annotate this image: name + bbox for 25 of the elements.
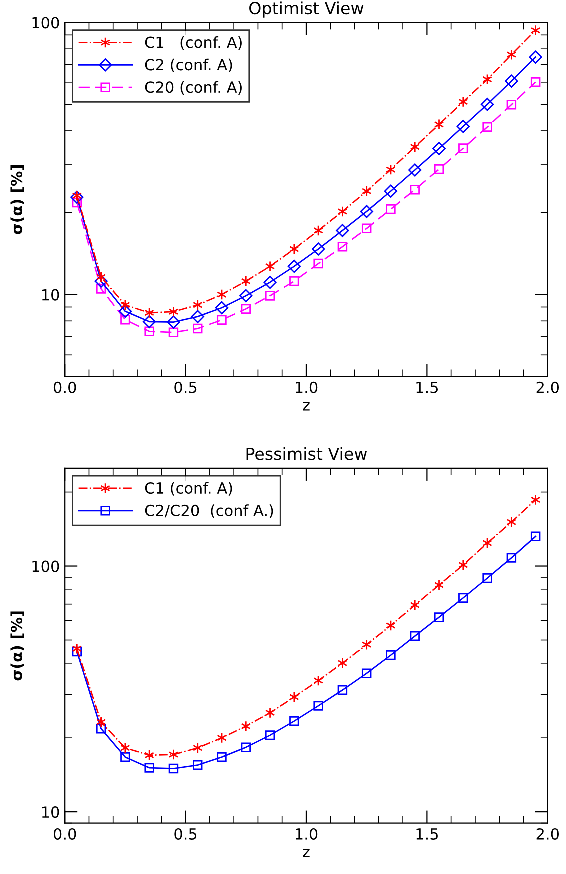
legend-label: C1 (conf. A) [145, 482, 232, 496]
x-tick-label: 1.0 [296, 828, 318, 840]
x-tick-label: 1.5 [416, 828, 438, 840]
x-tick-label: 2.0 [536, 828, 560, 840]
x-tick-label: 0.0 [54, 382, 76, 394]
legend-label: C1 (conf. A) [145, 36, 242, 50]
x-axis-title: z [303, 402, 310, 411]
y-tick-label: 10 [42, 289, 60, 301]
x-tick-label: 1.5 [416, 382, 438, 394]
x-tick-label: 2.0 [536, 382, 560, 394]
x-tick-label: 1.0 [296, 382, 318, 394]
legend-label: C2/C20 (conf A.) [145, 504, 274, 518]
chart-title: Pessimist View [246, 447, 368, 460]
chart-title: Optimist View [250, 2, 364, 18]
legend-label: C2 (conf. A) [145, 58, 232, 73]
y-axis-title: σ(α) [%] [10, 612, 24, 681]
x-tick-label: 0.5 [174, 382, 197, 394]
y-tick-label: 10 [42, 806, 60, 818]
x-axis-title: z [303, 848, 310, 858]
y-axis-title: σ(α) [%] [10, 166, 24, 235]
y-tick-label: 100 [32, 560, 60, 572]
x-tick-label: 0.0 [54, 828, 76, 840]
legend-label: C20 (conf. A) [145, 81, 242, 95]
y-tick-label: 100 [32, 17, 60, 29]
x-tick-label: 0.5 [174, 828, 197, 840]
